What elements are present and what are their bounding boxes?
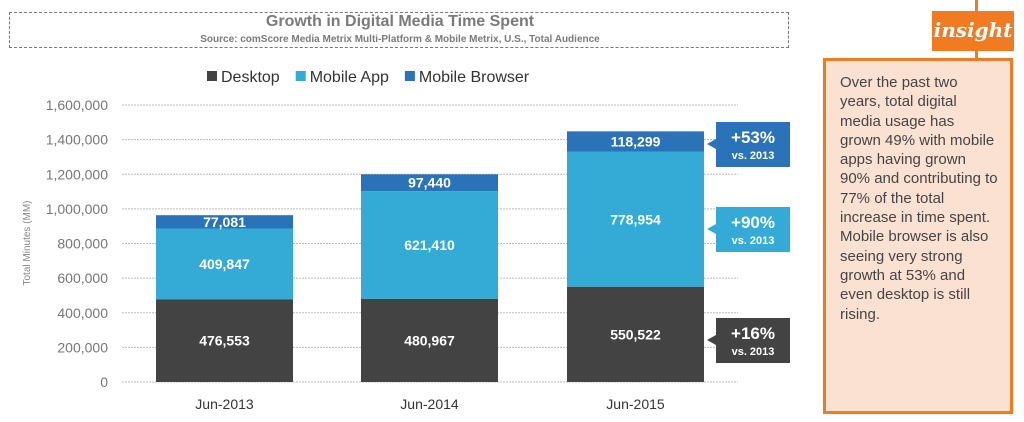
stacked-bar-chart: 0 200,000 400,000 600,000 800,000 1,000,000 1,… bbox=[22, 69, 790, 412]
y-tick-label: 1,600,000 bbox=[46, 97, 108, 113]
title-box bbox=[9, 12, 789, 48]
callout-box bbox=[716, 122, 790, 167]
callout-percent: +53% bbox=[731, 128, 775, 147]
data-label: 480,967 bbox=[404, 332, 455, 348]
y-tick-label: 0 bbox=[100, 374, 108, 390]
data-label: 621,410 bbox=[404, 237, 455, 253]
x-tick-label: Jun-2015 bbox=[606, 396, 665, 412]
data-label: 476,553 bbox=[199, 333, 250, 349]
y-tick-label: 200,000 bbox=[57, 339, 108, 355]
bar-segment bbox=[156, 215, 293, 229]
callout-subtext: vs. 2013 bbox=[732, 346, 775, 358]
callout-box bbox=[716, 318, 790, 363]
y-tick-label: 1,200,000 bbox=[46, 166, 108, 182]
bar-segment bbox=[361, 191, 498, 299]
y-tick-label: 600,000 bbox=[57, 270, 108, 286]
legend-label: Mobile Browser bbox=[419, 69, 530, 86]
chart-title: Growth in Digital Media Time Spent bbox=[265, 13, 535, 30]
bar-segment bbox=[567, 286, 704, 382]
y-tick-label: 1,400,000 bbox=[46, 132, 108, 148]
bar-segment bbox=[361, 174, 498, 192]
data-label: 97,440 bbox=[408, 175, 451, 191]
chart-subtitle: Source: comScore Media Metrix Multi-Plat… bbox=[200, 34, 600, 45]
bar-segment bbox=[567, 131, 704, 152]
callout-percent: +90% bbox=[731, 213, 775, 232]
callout-subtext: vs. 2013 bbox=[732, 150, 775, 162]
y-tick-label: 800,000 bbox=[57, 236, 108, 252]
legend-label: Mobile App bbox=[310, 69, 389, 86]
bar-segment bbox=[567, 151, 704, 287]
callout-pointer bbox=[707, 335, 716, 345]
insight-tag: insight bbox=[932, 11, 1014, 51]
y-tick-label: 400,000 bbox=[57, 305, 108, 321]
legend-label: Desktop bbox=[221, 69, 280, 86]
y-axis-label: Total Minutes (MM) bbox=[22, 200, 33, 285]
data-label: 550,522 bbox=[610, 326, 661, 342]
callout-subtext: vs. 2013 bbox=[732, 235, 775, 247]
callout-box bbox=[716, 207, 790, 252]
data-label: 118,299 bbox=[611, 134, 661, 150]
legend-swatch bbox=[404, 71, 415, 81]
callout-pointer bbox=[707, 139, 716, 149]
y-tick-label: 1,000,000 bbox=[46, 201, 108, 217]
bar-segment bbox=[156, 299, 293, 382]
insight-box: Over the past two years, total digital m… bbox=[823, 58, 1013, 414]
bar-segment bbox=[156, 228, 293, 300]
x-tick-label: Jun-2013 bbox=[195, 396, 254, 412]
x-tick-label: Jun-2014 bbox=[400, 396, 459, 412]
bar-segment bbox=[361, 298, 498, 382]
data-label: 77,081 bbox=[203, 214, 246, 230]
callout-pointer bbox=[707, 224, 716, 234]
callout-percent: +16% bbox=[731, 324, 775, 343]
legend-swatch bbox=[207, 71, 217, 81]
data-label: 409,847 bbox=[199, 256, 250, 272]
data-label: 778,954 bbox=[610, 211, 661, 227]
legend-swatch bbox=[295, 71, 306, 81]
